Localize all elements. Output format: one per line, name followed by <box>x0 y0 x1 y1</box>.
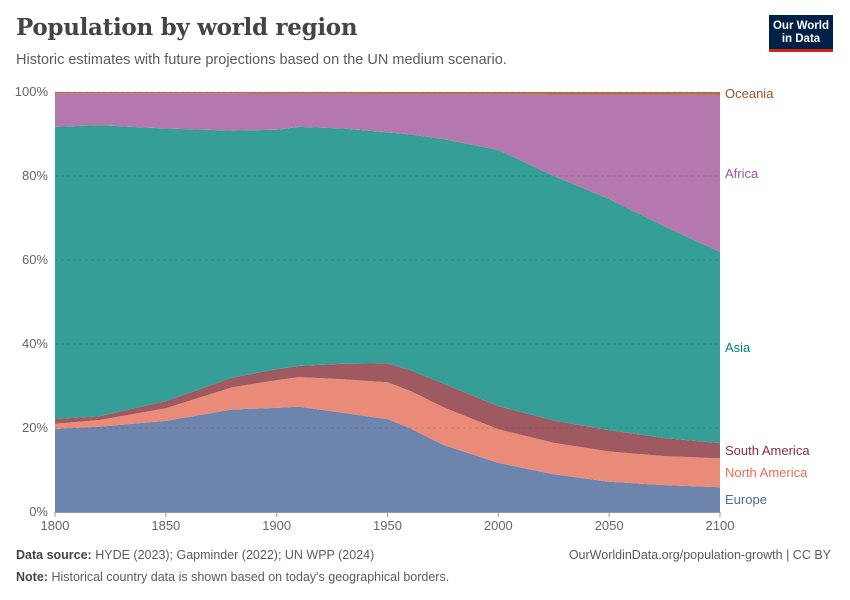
y-tick-label: 0% <box>29 504 48 519</box>
x-tick-label: 1950 <box>373 518 402 533</box>
area-south-america[interactable] <box>55 363 720 459</box>
series-label-europe: Europe <box>725 492 767 507</box>
series-label-africa: Africa <box>725 166 759 181</box>
series-label-oceania: Oceania <box>725 86 774 101</box>
y-tick-label: 40% <box>22 336 48 351</box>
x-tick-label: 1800 <box>41 518 70 533</box>
note-label: Note: <box>16 570 48 584</box>
x-tick-label: 2050 <box>595 518 624 533</box>
x-tick-label: 1850 <box>151 518 180 533</box>
owid-logo[interactable]: Our World in Data <box>769 15 833 52</box>
y-tick-label: 80% <box>22 168 48 183</box>
data-source: Data source: HYDE (2023); Gapminder (202… <box>16 548 374 562</box>
note-text: Historical country data is shown based o… <box>51 570 450 584</box>
chart-subtitle: Historic estimates with future projectio… <box>16 52 507 68</box>
x-tick-label: 2100 <box>706 518 735 533</box>
area-asia[interactable] <box>55 125 720 444</box>
source-label: Data source: <box>16 548 92 562</box>
area-africa[interactable] <box>55 93 720 253</box>
x-tick-label: 1900 <box>262 518 291 533</box>
series-label-asia: Asia <box>725 340 751 355</box>
y-tick-label: 60% <box>22 252 48 267</box>
y-tick-label: 20% <box>22 420 48 435</box>
series-label-north-america: North America <box>725 465 808 480</box>
series-label-south-america: South America <box>725 443 810 458</box>
source-text: HYDE (2023); Gapminder (2022); UN WPP (2… <box>95 548 375 562</box>
x-tick-label: 2000 <box>484 518 513 533</box>
source-url-link[interactable]: OurWorldinData.org/population-growth | C… <box>568 548 831 562</box>
area-europe[interactable] <box>55 406 720 512</box>
note: Note: Historical country data is shown b… <box>16 570 449 584</box>
area-oceania[interactable] <box>55 92 720 95</box>
y-tick-label: 100% <box>15 84 49 99</box>
chart-title: Population by world region <box>16 14 358 41</box>
area-north-america[interactable] <box>55 377 720 488</box>
